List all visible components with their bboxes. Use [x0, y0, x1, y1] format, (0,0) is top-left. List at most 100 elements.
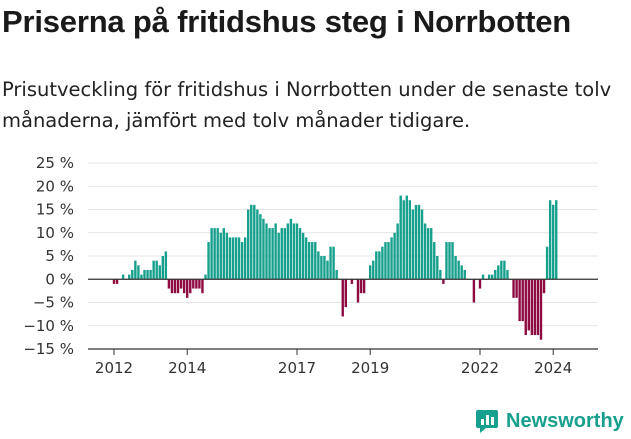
bar	[213, 228, 216, 280]
bar	[402, 200, 405, 280]
bar	[155, 260, 158, 280]
bar	[304, 237, 308, 280]
bar	[436, 256, 439, 280]
bar	[442, 279, 445, 284]
bar	[134, 260, 137, 280]
y-tick-label: −15 %	[23, 340, 74, 358]
bar	[298, 228, 302, 280]
bar	[524, 279, 527, 336]
bar	[143, 269, 146, 280]
bar	[356, 279, 360, 303]
bar	[381, 246, 384, 280]
bar	[439, 269, 442, 280]
bar	[207, 242, 210, 280]
bar	[533, 279, 537, 336]
bar	[448, 242, 451, 280]
bar	[189, 279, 192, 294]
bar	[326, 260, 329, 280]
bar	[320, 256, 323, 280]
bar	[250, 204, 253, 280]
bar	[286, 223, 290, 280]
bar	[542, 279, 546, 294]
newsworthy-logo-icon	[476, 410, 498, 433]
bar	[359, 279, 363, 294]
bar	[372, 260, 375, 280]
bar	[497, 265, 500, 280]
bar	[414, 204, 418, 280]
brand[interactable]: Newsworthy	[474, 408, 624, 434]
bar	[426, 228, 430, 280]
bar	[289, 218, 293, 280]
bar	[390, 237, 393, 280]
bar	[237, 237, 241, 280]
bar	[362, 279, 366, 294]
bar	[222, 228, 225, 280]
bar	[457, 260, 460, 280]
bar	[112, 279, 116, 284]
bar	[430, 228, 433, 280]
bar	[555, 200, 558, 280]
bar	[301, 232, 305, 280]
bar	[268, 228, 271, 280]
x-tick-label: 2019	[351, 359, 389, 377]
bar	[521, 279, 524, 322]
bar	[433, 242, 436, 280]
bar	[308, 242, 311, 280]
bar	[195, 279, 198, 289]
y-tick-label: 5 %	[45, 247, 74, 265]
bar	[387, 242, 390, 280]
bar	[216, 228, 219, 280]
bar	[234, 237, 238, 280]
bar	[512, 279, 515, 298]
bar	[463, 269, 466, 280]
bar	[198, 279, 201, 289]
bar	[314, 242, 317, 280]
bar	[173, 279, 177, 294]
bar	[545, 246, 549, 280]
bar	[240, 242, 244, 280]
bar	[378, 251, 381, 280]
bar	[167, 279, 171, 289]
bar	[396, 223, 399, 280]
bar	[295, 223, 299, 280]
bar	[274, 223, 277, 280]
bar	[219, 232, 222, 280]
bar	[231, 237, 235, 280]
y-tick-label: 15 %	[36, 201, 74, 219]
bar	[149, 269, 152, 280]
bar	[131, 269, 134, 280]
bar	[393, 232, 396, 280]
brand-name: Newsworthy	[506, 409, 624, 432]
bar	[253, 204, 256, 280]
bar	[536, 279, 540, 336]
bar	[408, 200, 412, 280]
bar	[137, 265, 140, 280]
bar	[481, 274, 485, 280]
bar	[259, 214, 262, 280]
bar	[344, 279, 347, 308]
bar	[417, 204, 421, 280]
bar	[176, 279, 180, 294]
bar	[530, 279, 534, 336]
bar	[515, 279, 518, 298]
bar	[454, 256, 457, 280]
annotations: 17 %	[568, 150, 606, 154]
bar	[161, 256, 164, 280]
bar	[277, 232, 280, 280]
bar	[225, 232, 229, 280]
bar	[265, 223, 268, 280]
bar	[201, 279, 204, 294]
bar	[503, 260, 506, 280]
bar	[384, 242, 387, 280]
bar	[170, 279, 174, 294]
chart-subtitle: Prisutveckling för fritidshus i Norrbott…	[2, 78, 612, 132]
bar	[146, 269, 149, 280]
annotation-label: 17 %	[568, 150, 606, 154]
bar	[335, 269, 338, 280]
bar	[399, 195, 402, 280]
bar	[487, 274, 491, 280]
bar	[332, 246, 335, 280]
bar	[311, 242, 314, 280]
y-tick-label: 20 %	[36, 177, 74, 195]
y-tick-label: −5 %	[33, 294, 74, 312]
